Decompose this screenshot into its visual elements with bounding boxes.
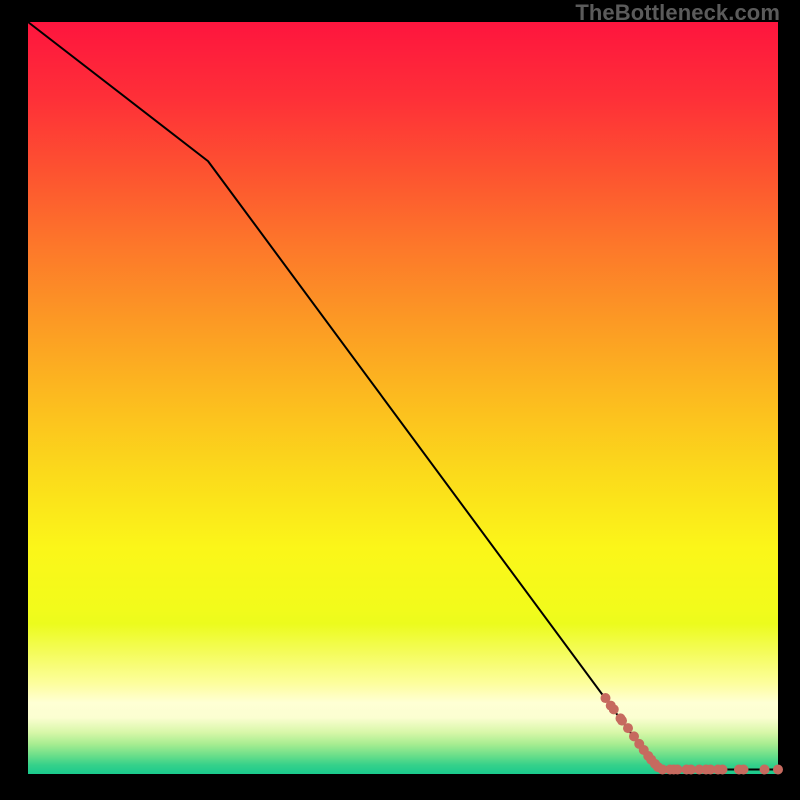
data-marker — [623, 723, 633, 733]
data-marker — [673, 764, 683, 774]
plot-background — [28, 22, 778, 774]
data-marker — [609, 704, 619, 714]
data-marker — [760, 764, 770, 774]
data-marker — [739, 764, 749, 774]
data-marker — [718, 764, 728, 774]
data-marker — [773, 764, 783, 774]
bottleneck-plot — [0, 0, 800, 800]
attribution-text: TheBottleneck.com — [575, 0, 780, 26]
chart-stage: TheBottleneck.com — [0, 0, 800, 800]
